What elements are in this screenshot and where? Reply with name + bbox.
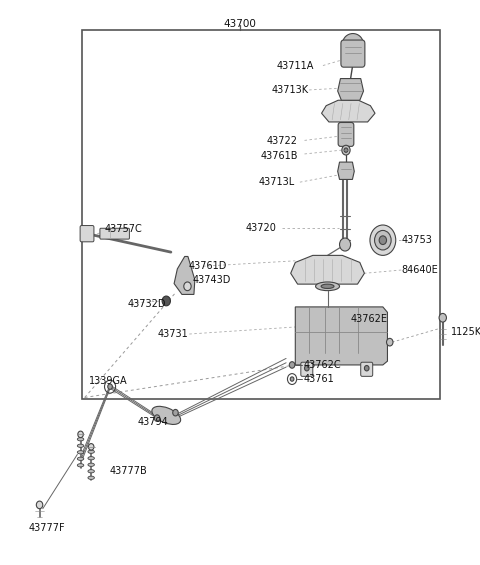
Bar bbox=[83, 31, 440, 399]
Text: 43794: 43794 bbox=[138, 418, 168, 428]
Text: 43762C: 43762C bbox=[303, 360, 341, 370]
Text: 43713L: 43713L bbox=[259, 177, 295, 187]
Ellipse shape bbox=[88, 476, 95, 479]
Polygon shape bbox=[291, 255, 364, 284]
Text: 43757C: 43757C bbox=[104, 224, 142, 234]
Ellipse shape bbox=[321, 284, 334, 289]
Text: 43777B: 43777B bbox=[110, 466, 148, 476]
Text: 43713K: 43713K bbox=[272, 85, 309, 95]
Polygon shape bbox=[295, 307, 387, 365]
Circle shape bbox=[36, 501, 43, 509]
Text: 43700: 43700 bbox=[224, 19, 256, 29]
Text: 43720: 43720 bbox=[246, 223, 277, 233]
Circle shape bbox=[364, 366, 369, 371]
Ellipse shape bbox=[77, 444, 84, 447]
Ellipse shape bbox=[152, 406, 180, 424]
Circle shape bbox=[154, 415, 160, 421]
Text: 43762E: 43762E bbox=[350, 314, 387, 324]
Ellipse shape bbox=[77, 457, 84, 460]
FancyBboxPatch shape bbox=[361, 362, 372, 376]
Text: 1339GA: 1339GA bbox=[89, 376, 128, 386]
Ellipse shape bbox=[88, 450, 95, 453]
Circle shape bbox=[173, 410, 178, 416]
Ellipse shape bbox=[77, 464, 84, 467]
Circle shape bbox=[289, 362, 295, 368]
Circle shape bbox=[162, 296, 170, 306]
Circle shape bbox=[78, 431, 84, 438]
Ellipse shape bbox=[343, 33, 363, 54]
FancyBboxPatch shape bbox=[301, 362, 313, 376]
Text: 1125KG: 1125KG bbox=[451, 327, 480, 337]
Ellipse shape bbox=[77, 438, 84, 441]
Ellipse shape bbox=[315, 282, 339, 290]
Circle shape bbox=[304, 366, 309, 371]
Polygon shape bbox=[322, 100, 375, 122]
Circle shape bbox=[379, 236, 386, 245]
Circle shape bbox=[344, 148, 348, 153]
Circle shape bbox=[339, 238, 350, 251]
Polygon shape bbox=[338, 162, 354, 180]
Circle shape bbox=[439, 314, 446, 322]
Polygon shape bbox=[174, 257, 195, 294]
Circle shape bbox=[184, 282, 191, 290]
FancyBboxPatch shape bbox=[80, 225, 94, 242]
FancyBboxPatch shape bbox=[338, 123, 354, 146]
Text: 43761B: 43761B bbox=[260, 151, 298, 161]
Ellipse shape bbox=[77, 451, 84, 454]
Text: 43777F: 43777F bbox=[29, 523, 66, 533]
Text: 43743D: 43743D bbox=[193, 275, 231, 285]
Ellipse shape bbox=[88, 463, 95, 466]
Text: 84640E: 84640E bbox=[401, 265, 438, 275]
Text: 43761: 43761 bbox=[303, 374, 335, 384]
Text: 43732D: 43732D bbox=[127, 299, 166, 309]
Polygon shape bbox=[338, 79, 363, 100]
Ellipse shape bbox=[88, 457, 95, 460]
FancyBboxPatch shape bbox=[341, 40, 365, 67]
Text: 43753: 43753 bbox=[401, 235, 432, 245]
Circle shape bbox=[386, 338, 393, 346]
Circle shape bbox=[370, 225, 396, 255]
Text: 43711A: 43711A bbox=[276, 60, 314, 71]
Circle shape bbox=[290, 377, 294, 381]
Circle shape bbox=[374, 231, 391, 250]
Circle shape bbox=[108, 384, 112, 389]
Text: 43761D: 43761D bbox=[188, 261, 227, 271]
Text: 43722: 43722 bbox=[266, 137, 298, 146]
Ellipse shape bbox=[88, 470, 95, 473]
Circle shape bbox=[88, 444, 94, 450]
Circle shape bbox=[342, 145, 350, 155]
FancyBboxPatch shape bbox=[100, 228, 130, 239]
Text: 43731: 43731 bbox=[157, 329, 188, 339]
